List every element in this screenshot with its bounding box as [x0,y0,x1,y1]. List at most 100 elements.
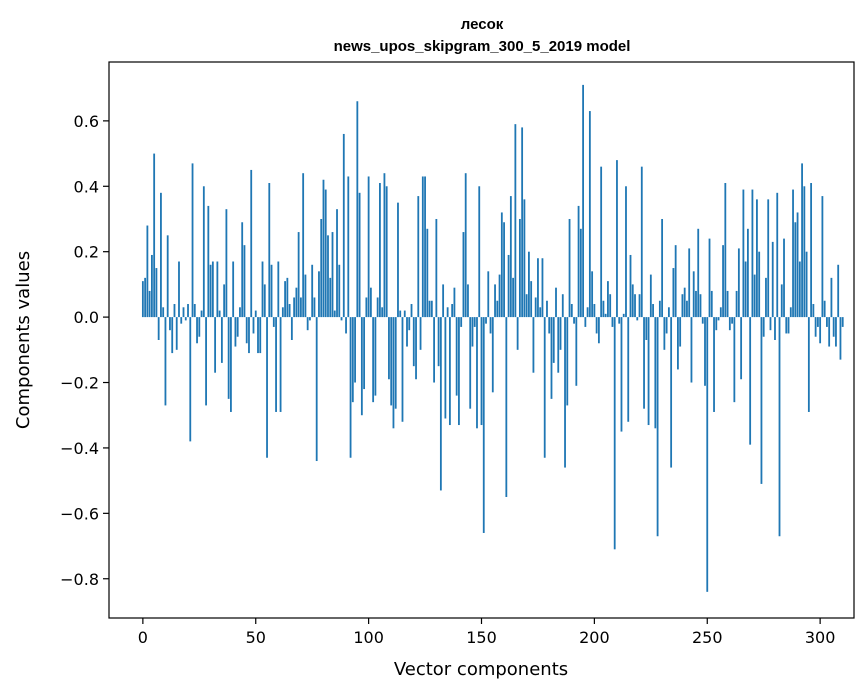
bar [451,304,454,318]
bar [704,317,706,386]
bar [814,317,817,337]
bar [505,317,508,497]
bar [320,218,323,318]
bar [340,317,343,321]
bar [426,228,429,318]
bar [175,317,178,350]
bar [397,202,399,318]
bar [331,232,334,318]
bar [437,317,440,367]
bar [379,183,381,318]
bar [789,307,792,318]
bar [164,317,167,406]
bar [187,304,189,318]
bar [807,317,810,412]
bar [324,189,327,318]
bar [455,317,458,396]
bar [234,317,237,347]
bar [604,313,607,318]
bar [537,258,539,318]
bar [577,205,580,318]
bar [211,261,214,318]
bar [388,317,390,380]
bar [812,304,815,318]
bar [631,284,634,318]
bar [525,294,528,318]
bar [150,254,153,318]
bar [805,251,808,318]
bar [600,166,603,318]
chart-title-line1: лесок [461,16,504,33]
bar [202,186,205,318]
bar [638,294,641,318]
bar [467,284,469,318]
bar [656,317,659,537]
bar [390,317,393,406]
bar [223,284,226,318]
bar [616,160,618,318]
bar [207,205,210,318]
bar [663,317,666,350]
bar [478,186,481,318]
bar [708,238,711,318]
bar [749,317,752,445]
bar [381,307,384,318]
bar [692,271,695,318]
bar [796,212,799,318]
bar [473,317,476,327]
bar [401,317,404,422]
bar [275,317,277,412]
bar [670,317,673,468]
y-tick-label: 0.2 [74,243,99,262]
bar [570,304,573,318]
bar [439,317,442,491]
bar [281,307,284,318]
bar [351,317,354,403]
bar [239,307,241,318]
x-tick-label: 250 [692,628,723,647]
bar [230,317,232,412]
y-axis-label: Components values [13,251,34,429]
bar [613,317,616,550]
bar [141,281,144,318]
bar [345,317,347,334]
bar [810,183,813,318]
bar [214,317,217,373]
bar [342,133,345,318]
bar [776,192,779,318]
bar [295,287,298,318]
bar [584,317,587,327]
bar [446,307,449,318]
bar [611,317,614,327]
bar [783,238,785,318]
bar [424,176,426,318]
bar [184,317,187,321]
bar [735,290,738,318]
bar [372,317,375,403]
bar [677,317,679,370]
bar [491,317,494,393]
bar [629,254,632,318]
bar [618,317,621,324]
bar [740,317,743,380]
bar [293,297,296,318]
bar [369,287,372,318]
bar [774,317,776,340]
bar [564,317,566,468]
bar [248,317,250,354]
bar [315,317,318,462]
bar [625,186,627,318]
bar [503,222,505,318]
bar [713,317,715,412]
bar [412,317,415,367]
bar [327,235,329,318]
bar [832,317,835,337]
y-tick-label: 0.0 [74,308,99,327]
bar [826,317,828,327]
bar [198,317,201,337]
bar [746,228,749,318]
bar [514,124,517,318]
bar [742,189,745,318]
bar [318,271,320,318]
